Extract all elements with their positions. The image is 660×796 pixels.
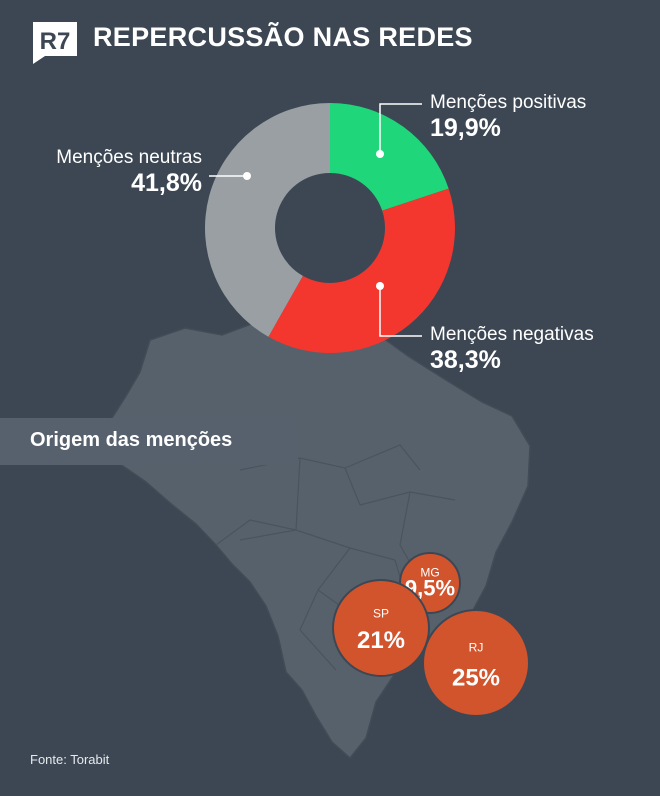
source-note: Fonte: Torabit — [30, 752, 110, 767]
leader-line — [379, 103, 422, 154]
r7-logo-icon: R7 — [33, 22, 77, 64]
slice-name: Menções positivas — [430, 92, 587, 113]
leader-dot — [243, 172, 251, 180]
donut-slice — [268, 188, 456, 354]
section-title: Origem das menções — [30, 429, 233, 451]
slice-value: 41,8% — [131, 169, 202, 197]
bubble-rj — [422, 609, 530, 717]
bubble-label: SP — [373, 606, 389, 620]
slice-value: 19,9% — [430, 114, 501, 142]
page-title: REPERCUSSÃO NAS REDES — [93, 22, 473, 52]
bubble-value: 25% — [452, 664, 500, 691]
bubble-label: MG — [420, 565, 439, 579]
donut-slice — [330, 103, 449, 211]
bubble-label: RJ — [469, 640, 484, 654]
donut-slice — [204, 103, 330, 337]
slice-value: 38,3% — [430, 346, 501, 374]
slice-name: Menções neutras — [56, 147, 202, 168]
label-negativas: Menções negativas 38,3% — [430, 324, 594, 375]
donut-chart — [204, 103, 456, 354]
label-neutras: Menções neutras 41,8% — [56, 147, 202, 198]
bubble-sp — [332, 579, 430, 677]
leader-line — [379, 286, 422, 337]
section-banner — [0, 418, 298, 465]
leader-dot — [376, 282, 384, 290]
slice-name: Menções negativas — [430, 324, 594, 345]
leader-dot — [376, 150, 384, 158]
bubble-value: 21% — [357, 627, 405, 654]
logo-text: R7 — [40, 28, 71, 55]
label-positivas: Menções positivas 19,9% — [430, 92, 586, 143]
